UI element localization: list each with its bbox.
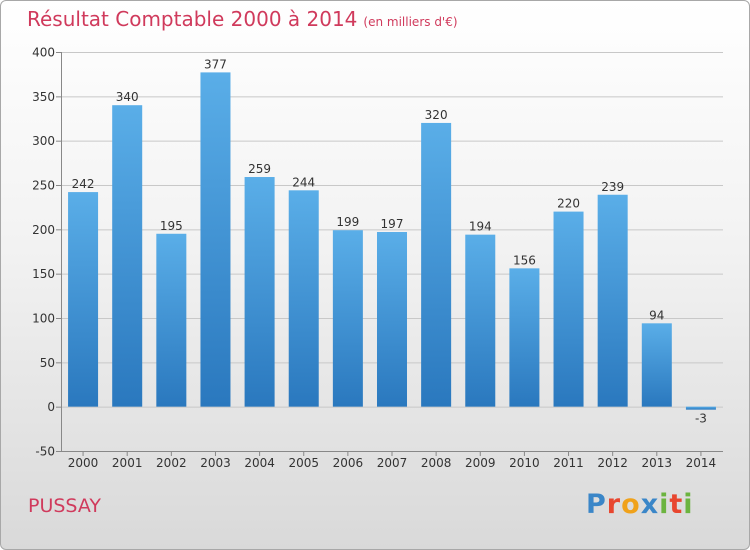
title-main: Résultat Comptable 2000 à 2014	[27, 7, 358, 31]
bar	[509, 268, 540, 407]
y-tick-label: 250	[32, 179, 55, 193]
x-tick-label: 2011	[553, 456, 584, 470]
bar	[421, 122, 452, 407]
bar	[376, 231, 408, 407]
bar	[465, 234, 496, 407]
x-tick-label: 2000	[68, 456, 99, 470]
bar	[332, 230, 363, 407]
x-tick-label: 2007	[377, 456, 408, 470]
y-tick-label: 350	[32, 90, 55, 104]
bar	[553, 211, 584, 407]
y-tick-label: 400	[32, 46, 55, 60]
data-label: 94	[649, 308, 664, 322]
data-label: 259	[248, 162, 271, 176]
data-label: 242	[72, 177, 95, 191]
bar	[68, 192, 99, 407]
y-tick-label: 200	[32, 223, 55, 237]
x-tick-label: 2009	[465, 456, 496, 470]
data-label: 156	[513, 253, 536, 267]
data-label: 320	[425, 108, 448, 122]
x-tick-label: 2003	[200, 456, 231, 470]
x-tick-label: 2008	[421, 456, 452, 470]
data-label: 244	[292, 175, 315, 189]
data-label: 197	[381, 217, 404, 231]
logo-letter: x	[640, 489, 660, 520]
y-axis-ticks: 400 350 300 250 200 150 100 50 0 -50	[32, 46, 61, 459]
y-tick-label: 50	[40, 356, 55, 370]
bar	[244, 177, 275, 407]
bar	[288, 190, 319, 407]
x-tick-label: 2010	[509, 456, 540, 470]
bar	[641, 323, 672, 407]
x-tick-label: 2002	[156, 456, 187, 470]
bar	[200, 72, 231, 407]
data-label: 220	[557, 197, 580, 211]
logo-letter: P	[586, 489, 607, 520]
data-labels: 242 340 195 377 259 244 199 197 320 194 156 220 239 9…	[72, 57, 707, 425]
logo-letter: i	[659, 489, 670, 520]
title-unit: (en milliers d'€)	[363, 15, 458, 29]
y-tick-label: 150	[32, 267, 55, 281]
logo-letter: t	[669, 489, 684, 520]
y-tick-label: 300	[32, 134, 55, 148]
bar	[685, 406, 716, 410]
logo-letter: o	[621, 489, 641, 520]
commune-name: PUSSAY	[28, 495, 101, 517]
data-label: 195	[160, 219, 183, 233]
data-label: 239	[601, 180, 624, 194]
data-label: -3	[695, 412, 707, 426]
x-tick-label: 2004	[244, 456, 275, 470]
x-tick-label: 2005	[288, 456, 319, 470]
y-tick-label: 0	[47, 400, 55, 414]
data-label: 199	[336, 215, 359, 229]
x-tick-label: 2014	[686, 456, 717, 470]
chart-title: Résultat Comptable 2000 à 2014 (en millie…	[27, 7, 458, 31]
logo-letter: i	[683, 489, 694, 520]
bars	[68, 72, 716, 410]
data-label: 194	[469, 220, 492, 234]
logo-letter: r	[606, 489, 622, 520]
y-tick-label: -50	[35, 445, 55, 459]
bar	[597, 194, 628, 407]
x-tick-label: 2013	[642, 456, 673, 470]
proxiti-logo: Proxiti	[586, 489, 694, 520]
data-label: 377	[204, 57, 227, 71]
bar	[112, 105, 143, 407]
x-tick-label: 2001	[112, 456, 143, 470]
x-tick-label: 2012	[597, 456, 628, 470]
x-axis-ticks: 2000 2001 2002 2003 2004 2005 2006 2007 2008 2009…	[68, 451, 716, 470]
bar	[156, 233, 187, 407]
x-tick-label: 2006	[333, 456, 364, 470]
data-label: 340	[116, 90, 139, 104]
y-tick-label: 100	[32, 312, 55, 326]
